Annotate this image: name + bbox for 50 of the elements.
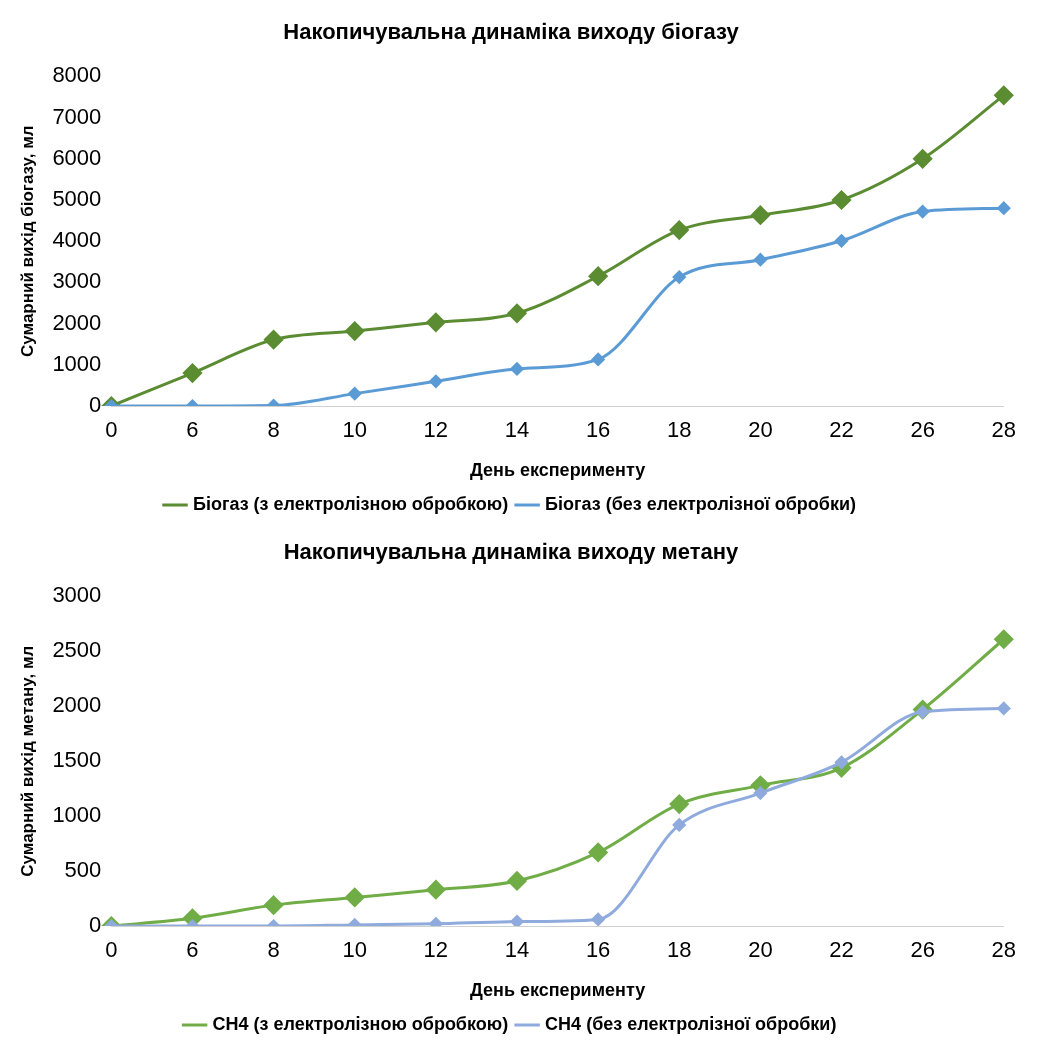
y-tick-label: 1500	[52, 747, 102, 773]
legend-label: Біогаз (без електролізної обробки)	[545, 493, 856, 514]
legend-label: CH4 (без електролізної обробки)	[545, 1013, 837, 1034]
y-tick-label: 500	[64, 857, 102, 883]
y-tick-label: 2000	[52, 309, 102, 335]
y-tick-label: 0	[89, 912, 102, 938]
x-tick-label: 26	[910, 937, 935, 963]
chart-title: Накопичувальна динаміка виходу метану	[283, 539, 740, 565]
y-tick-label: 2500	[52, 637, 102, 663]
y-axis-title: Сумарний вихід біогазу, мл	[17, 125, 37, 357]
x-tick-label: 22	[829, 417, 854, 443]
y-tick-label: 3000	[52, 268, 102, 294]
x-tick-label: 12	[423, 417, 449, 443]
y-tick-label: 1000	[52, 350, 102, 376]
y-tick-label: 1000	[52, 802, 102, 828]
x-tick-label: 26	[910, 417, 935, 443]
x-axis-title: День експерименту	[469, 980, 646, 1001]
x-tick-label: 16	[585, 417, 611, 443]
y-tick-label: 6000	[52, 144, 102, 170]
x-tick-label: 10	[342, 937, 367, 963]
y-tick-label: 2000	[52, 692, 102, 718]
x-tick-label: 22	[829, 937, 854, 963]
x-tick-label: 18	[667, 937, 692, 963]
y-tick-label: 7000	[52, 103, 102, 129]
y-tick-label: 0	[89, 392, 102, 418]
x-tick-label: 14	[504, 937, 530, 963]
legend-label: CH4 (з електролізною обробкою)	[212, 1013, 509, 1034]
x-tick-label: 8	[267, 417, 280, 443]
x-tick-label: 8	[267, 937, 280, 963]
x-tick-label: 6	[186, 937, 199, 963]
x-tick-label: 0	[105, 417, 118, 443]
x-tick-label: 28	[991, 937, 1017, 963]
x-tick-label: 6	[186, 417, 199, 443]
x-tick-label: 20	[748, 417, 773, 443]
x-tick-label: 0	[105, 937, 118, 963]
chart-title: Накопичувальна динаміка виходу біогазу	[283, 19, 740, 45]
y-tick-label: 4000	[52, 227, 102, 253]
y-axis-title: Сумарний вихід метану, мл	[17, 645, 37, 877]
x-tick-label: 10	[342, 417, 367, 443]
x-tick-label: 16	[585, 937, 611, 963]
x-tick-label: 20	[748, 937, 773, 963]
legend-label: Біогаз (з електролізною обробкою)	[193, 493, 509, 514]
x-tick-label: 14	[504, 417, 530, 443]
y-tick-label: 3000	[52, 582, 102, 608]
x-tick-label: 12	[423, 937, 449, 963]
y-tick-label: 5000	[52, 186, 102, 212]
x-tick-label: 28	[991, 417, 1017, 443]
y-tick-label: 8000	[52, 62, 102, 88]
x-tick-label: 18	[667, 417, 692, 443]
x-axis-title: День експерименту	[469, 460, 646, 481]
